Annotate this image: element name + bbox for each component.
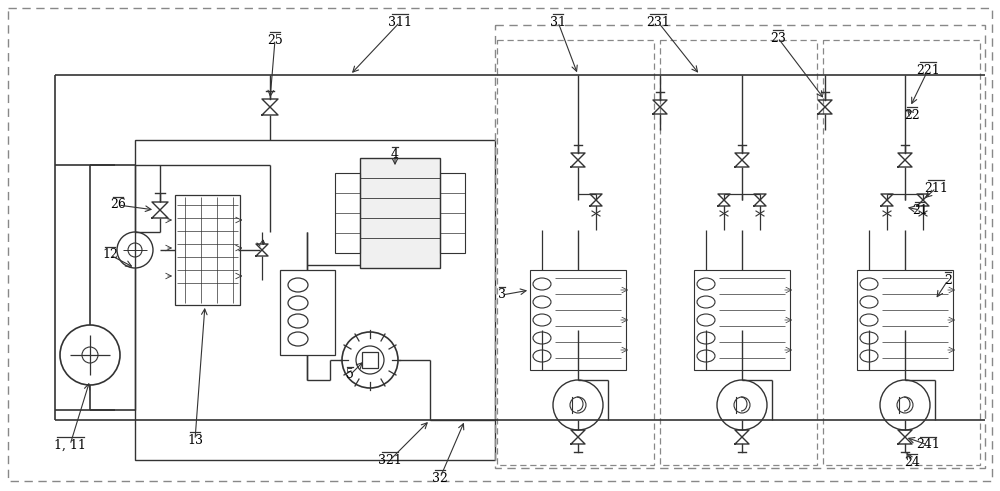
Text: 4: 4 [391,148,399,162]
Text: 221: 221 [916,63,940,77]
Bar [440,173,465,253]
Text: 211: 211 [924,182,948,194]
Bar [660,40,817,465]
Text: 321: 321 [378,454,402,466]
Text: 12: 12 [102,248,118,262]
Bar [135,140,495,460]
Text: 2: 2 [944,273,952,287]
Text: 21: 21 [912,203,928,217]
Bar [280,270,335,355]
Text: 311: 311 [388,16,412,28]
Text: 22: 22 [904,109,920,121]
Bar [857,270,953,370]
Text: 13: 13 [187,434,203,446]
Bar [175,195,240,305]
Bar [823,40,980,465]
Bar [362,352,378,368]
Text: 24: 24 [904,456,920,468]
Bar [335,173,360,253]
Bar [497,40,654,465]
Text: 32: 32 [432,471,448,485]
Text: 3: 3 [498,289,506,301]
Bar [694,270,790,370]
Text: 25: 25 [267,33,283,47]
Text: 31: 31 [550,16,566,28]
Text: 23: 23 [770,31,786,45]
Text: 241: 241 [916,438,940,452]
Text: 231: 231 [646,16,670,28]
Bar [530,270,626,370]
Text: 1, 11: 1, 11 [54,438,86,452]
Bar [495,25,985,468]
Text: 26: 26 [110,198,126,212]
Bar [360,158,440,268]
Text: 5: 5 [346,369,354,382]
